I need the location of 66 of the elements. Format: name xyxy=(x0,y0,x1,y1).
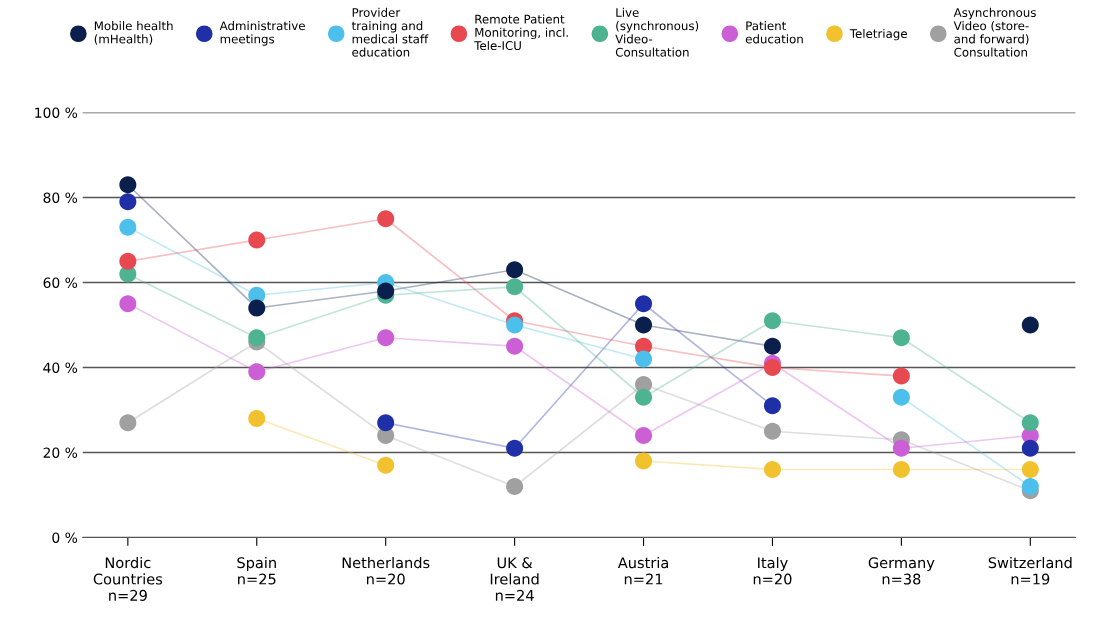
point xyxy=(248,409,266,428)
point xyxy=(892,367,910,385)
point xyxy=(892,460,910,479)
x-tick-label: UK & Ireland n=24 xyxy=(490,557,539,601)
point xyxy=(119,176,137,194)
point xyxy=(892,388,910,406)
point xyxy=(763,422,781,440)
point xyxy=(119,252,137,270)
point xyxy=(635,316,653,334)
point xyxy=(763,358,781,377)
y-tick-label: 100 % xyxy=(35,107,78,118)
legend-label: Asynchronous Video (store- and forward) Consultation xyxy=(953,7,1036,57)
point xyxy=(635,388,653,406)
y-tick-label: 40 % xyxy=(43,362,78,373)
point xyxy=(248,329,266,347)
y-tick-label: 80 % xyxy=(43,192,78,203)
legend-label: Live (synchronous) Video- Consultation xyxy=(615,7,699,57)
point xyxy=(248,231,266,249)
point xyxy=(506,337,524,355)
x-tick-label: Nordic Countries n=29 xyxy=(93,556,163,601)
legend-label: Administrative meetings xyxy=(219,21,305,46)
point xyxy=(377,456,395,474)
point xyxy=(1021,414,1039,432)
point xyxy=(892,329,910,347)
point xyxy=(119,414,137,432)
point xyxy=(635,295,653,313)
point xyxy=(763,337,781,355)
x-tick-label: Spain n=25 xyxy=(237,556,276,585)
x-tick-label: Switzerland n=19 xyxy=(988,556,1072,585)
point xyxy=(1021,477,1039,496)
legend-label: Teletriage xyxy=(849,28,907,41)
point xyxy=(635,452,653,470)
x-tick-label: Austria n=21 xyxy=(617,556,668,585)
y-tick-label: 60 % xyxy=(43,277,78,288)
legend-label: Remote Patient Monitoring, incl. Tele-ICU xyxy=(474,14,568,51)
point xyxy=(763,312,781,330)
y-tick-label: 0 % xyxy=(52,532,78,543)
point xyxy=(248,299,266,317)
point xyxy=(119,193,137,211)
point xyxy=(506,477,524,496)
point xyxy=(1021,460,1039,479)
point xyxy=(506,439,524,457)
legend-label: Provider training and medical staff education xyxy=(351,7,429,57)
point xyxy=(377,329,395,347)
point xyxy=(506,261,524,279)
x-tick-label: Italy n=20 xyxy=(753,556,792,585)
point xyxy=(377,210,395,228)
y-tick-label: 20 % xyxy=(43,447,78,458)
point xyxy=(892,439,910,457)
point xyxy=(119,218,137,236)
point xyxy=(119,295,137,313)
point xyxy=(377,282,395,300)
x-tick-label: Germany n=38 xyxy=(868,557,935,585)
point xyxy=(635,350,653,368)
point xyxy=(377,414,395,432)
legend-label: Mobile health (mHealth) xyxy=(94,21,173,45)
point xyxy=(635,426,653,445)
point xyxy=(1021,316,1039,334)
point xyxy=(763,397,781,415)
x-tick-label: Netherlands n=20 xyxy=(342,556,430,585)
point xyxy=(506,278,524,296)
point xyxy=(506,316,524,334)
point xyxy=(763,460,781,479)
legend-label: Patient education xyxy=(745,21,803,44)
point xyxy=(1021,439,1039,457)
point xyxy=(248,363,266,381)
